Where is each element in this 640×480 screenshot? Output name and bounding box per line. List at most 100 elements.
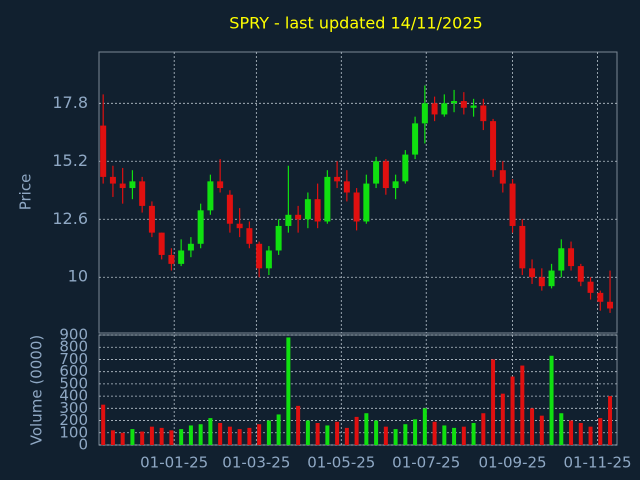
candle-body	[382, 161, 389, 189]
volume-bar	[588, 426, 593, 445]
volume-bar	[452, 427, 457, 445]
volume-bar	[257, 424, 262, 445]
candle-body	[324, 176, 331, 222]
volume-bar	[237, 429, 242, 445]
volume-bar	[549, 355, 554, 445]
volume-bar	[130, 429, 135, 445]
volume-bar	[296, 405, 301, 445]
volume-bar	[305, 420, 310, 445]
volume-bar	[432, 421, 437, 445]
candle-body	[421, 103, 428, 124]
volume-axis-label: Volume (0000)	[28, 335, 46, 445]
volume-bar	[530, 408, 535, 445]
chart-title: SPRY - last updated 14/11/2025	[229, 14, 482, 33]
candle-body	[607, 301, 614, 309]
volume-tick-label: 800	[59, 338, 88, 356]
volume-tick-label: 500	[59, 374, 88, 392]
volume-bar	[481, 413, 486, 445]
candle-body	[246, 228, 253, 244]
volume-bar	[325, 425, 330, 445]
candle-body	[441, 103, 448, 115]
volume-bar	[471, 423, 476, 445]
volume-bar	[208, 418, 213, 445]
volume-tick-label: 900	[59, 326, 88, 344]
candle-body	[490, 121, 497, 171]
volume-bar	[500, 393, 505, 445]
x-tick-label: 01-01-25	[140, 454, 208, 472]
volume-bar	[461, 426, 466, 445]
volume-tick-label: 100	[59, 423, 88, 441]
candle-body	[373, 161, 380, 184]
candle-body	[129, 181, 136, 189]
volume-bar	[335, 421, 340, 445]
candle-body	[587, 281, 594, 293]
x-tick-label: 01-07-25	[392, 454, 460, 472]
candle-body	[178, 250, 185, 264]
x-tick-label: 01-03-25	[222, 454, 290, 472]
volume-bar	[510, 376, 515, 445]
x-tick-label: 01-05-25	[307, 454, 375, 472]
volume-bar	[276, 414, 281, 445]
volume-bar	[578, 423, 583, 445]
volume-bar	[198, 424, 203, 445]
volume-bar	[364, 413, 369, 445]
candle-body	[100, 125, 107, 177]
candle-body	[499, 170, 506, 184]
volume-bar	[559, 413, 564, 445]
candle-body	[285, 214, 292, 226]
candle-body	[207, 181, 214, 211]
candle-body	[480, 105, 487, 122]
candle-body	[392, 181, 399, 189]
volume-tick-label: 700	[59, 350, 88, 368]
y-tick-label: 10	[68, 267, 88, 286]
volume-tick-label: 300	[59, 399, 88, 417]
candle-body	[217, 181, 224, 189]
volume-bar	[159, 427, 164, 445]
candle-body	[148, 205, 155, 233]
candle-body	[577, 266, 584, 282]
candle-body	[519, 225, 526, 269]
x-tick-label: 01-09-25	[479, 454, 547, 472]
candle-body	[256, 243, 263, 269]
volume-bar	[608, 396, 613, 445]
volume-bar	[491, 359, 496, 445]
candle-body	[226, 194, 233, 224]
candle-body	[470, 105, 477, 108]
candle-body	[597, 292, 604, 302]
y-axis-label: Price	[17, 174, 35, 211]
candle-body	[558, 248, 565, 271]
candle-body	[275, 225, 282, 251]
candle-body	[139, 181, 146, 206]
candle-body	[187, 243, 194, 251]
volume-bar	[169, 430, 174, 445]
candle-body	[158, 232, 165, 255]
volume-bar	[247, 427, 252, 445]
volume-bar	[413, 419, 418, 445]
candle-body	[265, 250, 272, 269]
candle-body	[431, 103, 438, 115]
y-tick-label: 12.6	[52, 209, 88, 228]
volume-tick-label: 400	[59, 387, 88, 405]
volume-tick-label: 0	[78, 436, 88, 454]
candle-body	[343, 181, 350, 193]
volume-bar	[227, 426, 232, 445]
volume-bar	[188, 425, 193, 445]
volume-tick-label: 200	[59, 411, 88, 429]
volume-bar	[101, 404, 106, 445]
volume-tick-label: 600	[59, 362, 88, 380]
candle-body	[304, 199, 311, 220]
candle-body	[353, 192, 360, 222]
candle-body	[119, 183, 126, 189]
volume-bar	[110, 430, 115, 445]
y-tick-label: 15.2	[52, 151, 88, 170]
volume-bar	[374, 420, 379, 445]
volume-bar	[598, 418, 603, 445]
volume-bar	[149, 426, 154, 445]
volume-bar	[383, 426, 388, 445]
volume-bar	[286, 337, 291, 445]
candle-body	[363, 183, 370, 222]
price-panel	[98, 51, 618, 334]
volume-bar	[354, 416, 359, 445]
